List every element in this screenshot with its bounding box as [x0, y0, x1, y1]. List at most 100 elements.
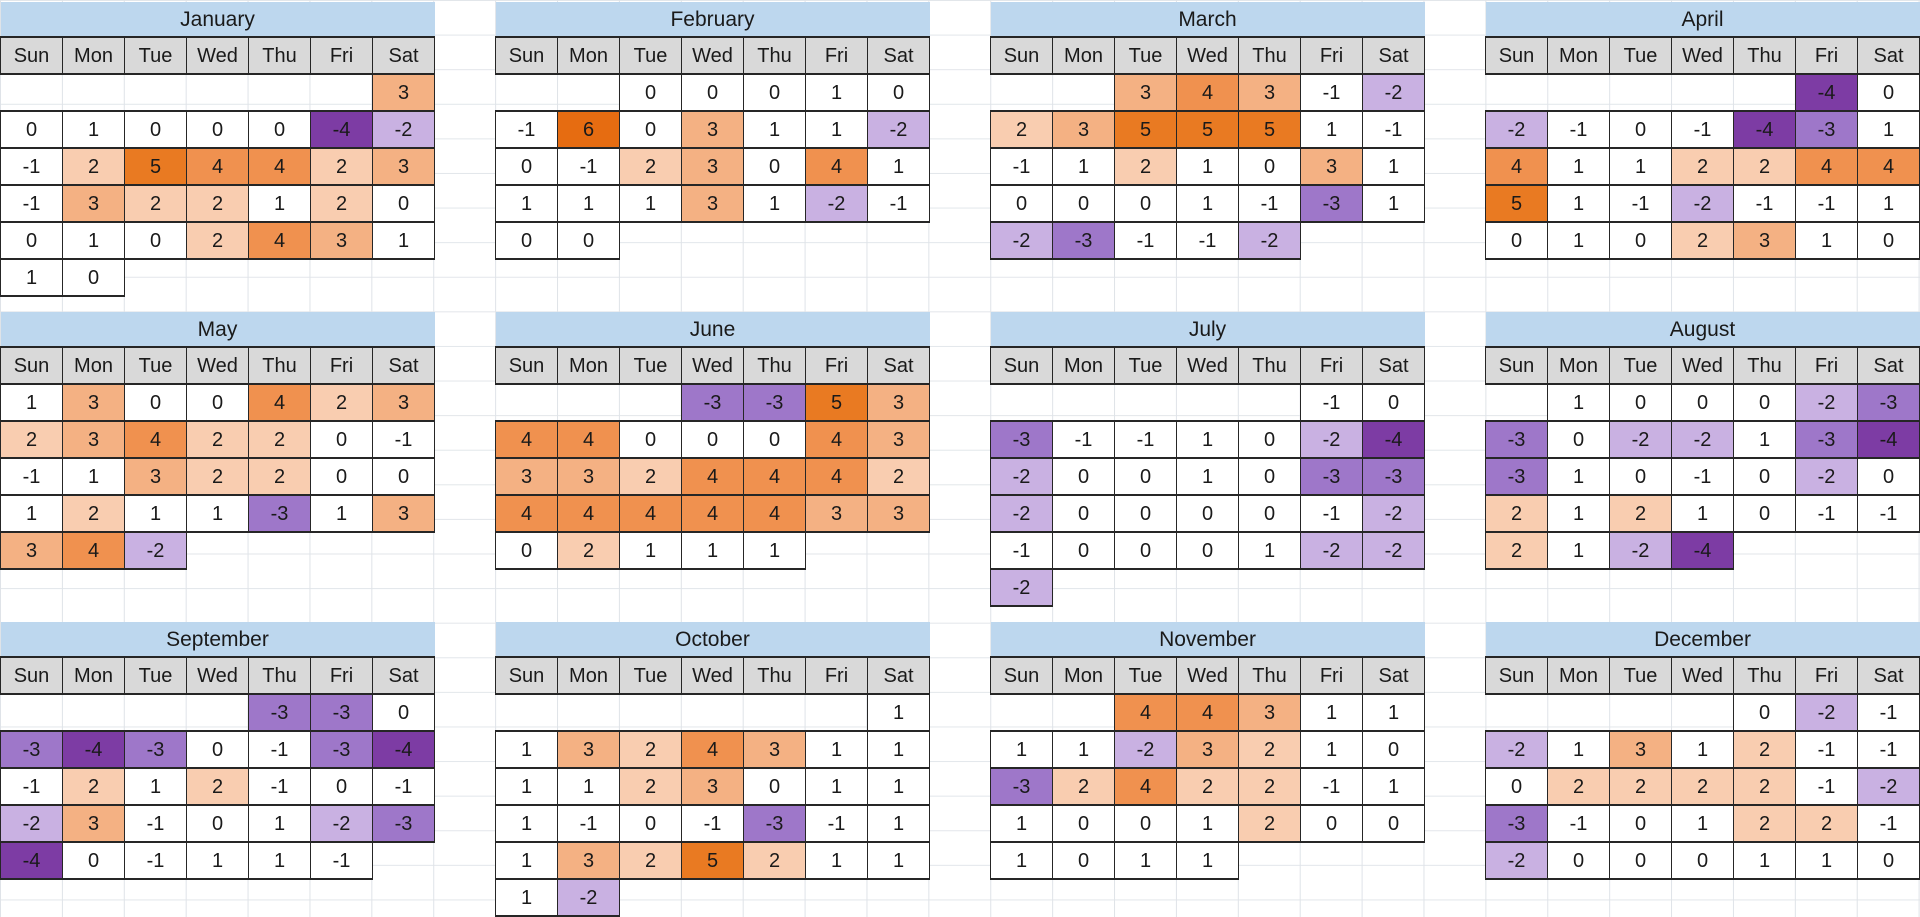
value-cell[interactable]: -3 [990, 767, 1053, 806]
value-cell[interactable]: 3 [62, 383, 125, 422]
value-cell[interactable]: 1 [186, 841, 249, 880]
empty-cell[interactable] [187, 74, 249, 111]
value-cell[interactable]: 3 [557, 841, 620, 880]
value-cell[interactable]: 1 [495, 804, 558, 843]
day-header-cell[interactable]: Sat [1362, 346, 1425, 385]
value-cell[interactable]: 2 [1238, 767, 1301, 806]
day-header-cell[interactable]: Thu [1238, 656, 1301, 695]
value-cell[interactable]: 2 [557, 531, 620, 570]
empty-cell[interactable] [744, 879, 806, 916]
value-cell[interactable]: -3 [1795, 110, 1858, 149]
value-cell[interactable]: 1 [1547, 147, 1610, 186]
day-header-cell[interactable]: Wed [186, 346, 249, 385]
empty-cell[interactable] [311, 259, 373, 296]
value-cell[interactable]: 3 [681, 147, 744, 186]
day-header-cell[interactable]: Sun [1485, 656, 1548, 695]
empty-cell[interactable] [1363, 222, 1425, 259]
day-header-cell[interactable]: Sat [867, 656, 930, 695]
value-cell[interactable]: 0 [1857, 221, 1920, 260]
value-cell[interactable]: 1 [1114, 841, 1177, 880]
day-header-cell[interactable]: Fri [1300, 656, 1363, 695]
value-cell[interactable]: 2 [124, 184, 187, 223]
value-cell[interactable]: 3 [1176, 730, 1239, 769]
value-cell[interactable]: 5 [1176, 110, 1239, 149]
day-header-cell[interactable]: Thu [743, 36, 806, 75]
day-header-cell[interactable]: Wed [1176, 36, 1239, 75]
value-cell[interactable]: -2 [805, 184, 868, 223]
value-cell[interactable]: -2 [1485, 841, 1548, 880]
value-cell[interactable]: 0 [1114, 804, 1177, 843]
value-cell[interactable]: -2 [990, 457, 1053, 496]
value-cell[interactable]: -1 [1609, 184, 1672, 223]
value-cell[interactable]: 1 [1176, 420, 1239, 459]
value-cell[interactable]: 4 [1176, 693, 1239, 732]
empty-cell[interactable] [125, 259, 187, 296]
value-cell[interactable]: -3 [310, 693, 373, 732]
value-cell[interactable]: 2 [1609, 494, 1672, 533]
day-header-cell[interactable]: Tue [1114, 656, 1177, 695]
value-cell[interactable]: 0 [1733, 457, 1796, 496]
day-header-cell[interactable]: Tue [619, 36, 682, 75]
value-cell[interactable]: -3 [1485, 804, 1548, 843]
value-cell[interactable]: -1 [0, 767, 63, 806]
empty-cell[interactable] [1177, 569, 1239, 606]
empty-cell[interactable] [620, 879, 682, 916]
value-cell[interactable]: -1 [0, 184, 63, 223]
value-cell[interactable]: -1 [1238, 184, 1301, 223]
value-cell[interactable]: -2 [867, 110, 930, 149]
value-cell[interactable]: 2 [743, 841, 806, 880]
month-title[interactable]: February [495, 2, 930, 37]
empty-cell[interactable] [187, 694, 249, 731]
value-cell[interactable]: 0 [681, 73, 744, 112]
empty-cell[interactable] [806, 532, 868, 569]
empty-cell[interactable] [744, 222, 806, 259]
value-cell[interactable]: 3 [557, 730, 620, 769]
value-cell[interactable]: -3 [124, 730, 187, 769]
value-cell[interactable]: 0 [1547, 841, 1610, 880]
day-header-cell[interactable]: Fri [805, 36, 868, 75]
value-cell[interactable]: 1 [1362, 184, 1425, 223]
value-cell[interactable]: 3 [743, 730, 806, 769]
empty-cell[interactable] [1548, 694, 1610, 731]
value-cell[interactable]: 1 [0, 383, 63, 422]
value-cell[interactable]: 0 [619, 420, 682, 459]
value-cell[interactable]: 1 [1300, 730, 1363, 769]
value-cell[interactable]: 0 [1609, 457, 1672, 496]
value-cell[interactable]: 1 [619, 184, 682, 223]
value-cell[interactable]: 0 [867, 73, 930, 112]
value-cell[interactable]: -1 [1857, 693, 1920, 732]
value-cell[interactable]: 2 [990, 110, 1053, 149]
value-cell[interactable]: -1 [495, 110, 558, 149]
value-cell[interactable]: 2 [619, 147, 682, 186]
value-cell[interactable]: 0 [1114, 184, 1177, 223]
value-cell[interactable]: 1 [1547, 730, 1610, 769]
value-cell[interactable]: -1 [1114, 420, 1177, 459]
value-cell[interactable]: 0 [1176, 531, 1239, 570]
value-cell[interactable]: 0 [1300, 804, 1363, 843]
value-cell[interactable]: 3 [495, 457, 558, 496]
value-cell[interactable]: 4 [1114, 693, 1177, 732]
empty-cell[interactable] [1239, 569, 1301, 606]
value-cell[interactable]: 1 [62, 110, 125, 149]
value-cell[interactable]: 3 [372, 147, 435, 186]
empty-cell[interactable] [744, 694, 806, 731]
day-header-cell[interactable]: Sat [372, 346, 435, 385]
value-cell[interactable]: 0 [743, 73, 806, 112]
day-header-cell[interactable]: Thu [1733, 656, 1796, 695]
day-header-cell[interactable]: Tue [124, 346, 187, 385]
day-header-cell[interactable]: Mon [1052, 36, 1115, 75]
empty-cell[interactable] [991, 694, 1053, 731]
value-cell[interactable]: 0 [1547, 420, 1610, 459]
value-cell[interactable]: 2 [248, 457, 311, 496]
value-cell[interactable]: 0 [1114, 457, 1177, 496]
value-cell[interactable]: 0 [1114, 531, 1177, 570]
day-header-cell[interactable]: Mon [1547, 36, 1610, 75]
value-cell[interactable]: 1 [867, 841, 930, 880]
empty-cell[interactable] [1672, 694, 1734, 731]
month-title[interactable]: May [0, 312, 435, 347]
value-cell[interactable]: 5 [1485, 184, 1548, 223]
value-cell[interactable]: 4 [805, 420, 868, 459]
empty-cell[interactable] [620, 222, 682, 259]
empty-cell[interactable] [125, 74, 187, 111]
value-cell[interactable]: 1 [990, 804, 1053, 843]
